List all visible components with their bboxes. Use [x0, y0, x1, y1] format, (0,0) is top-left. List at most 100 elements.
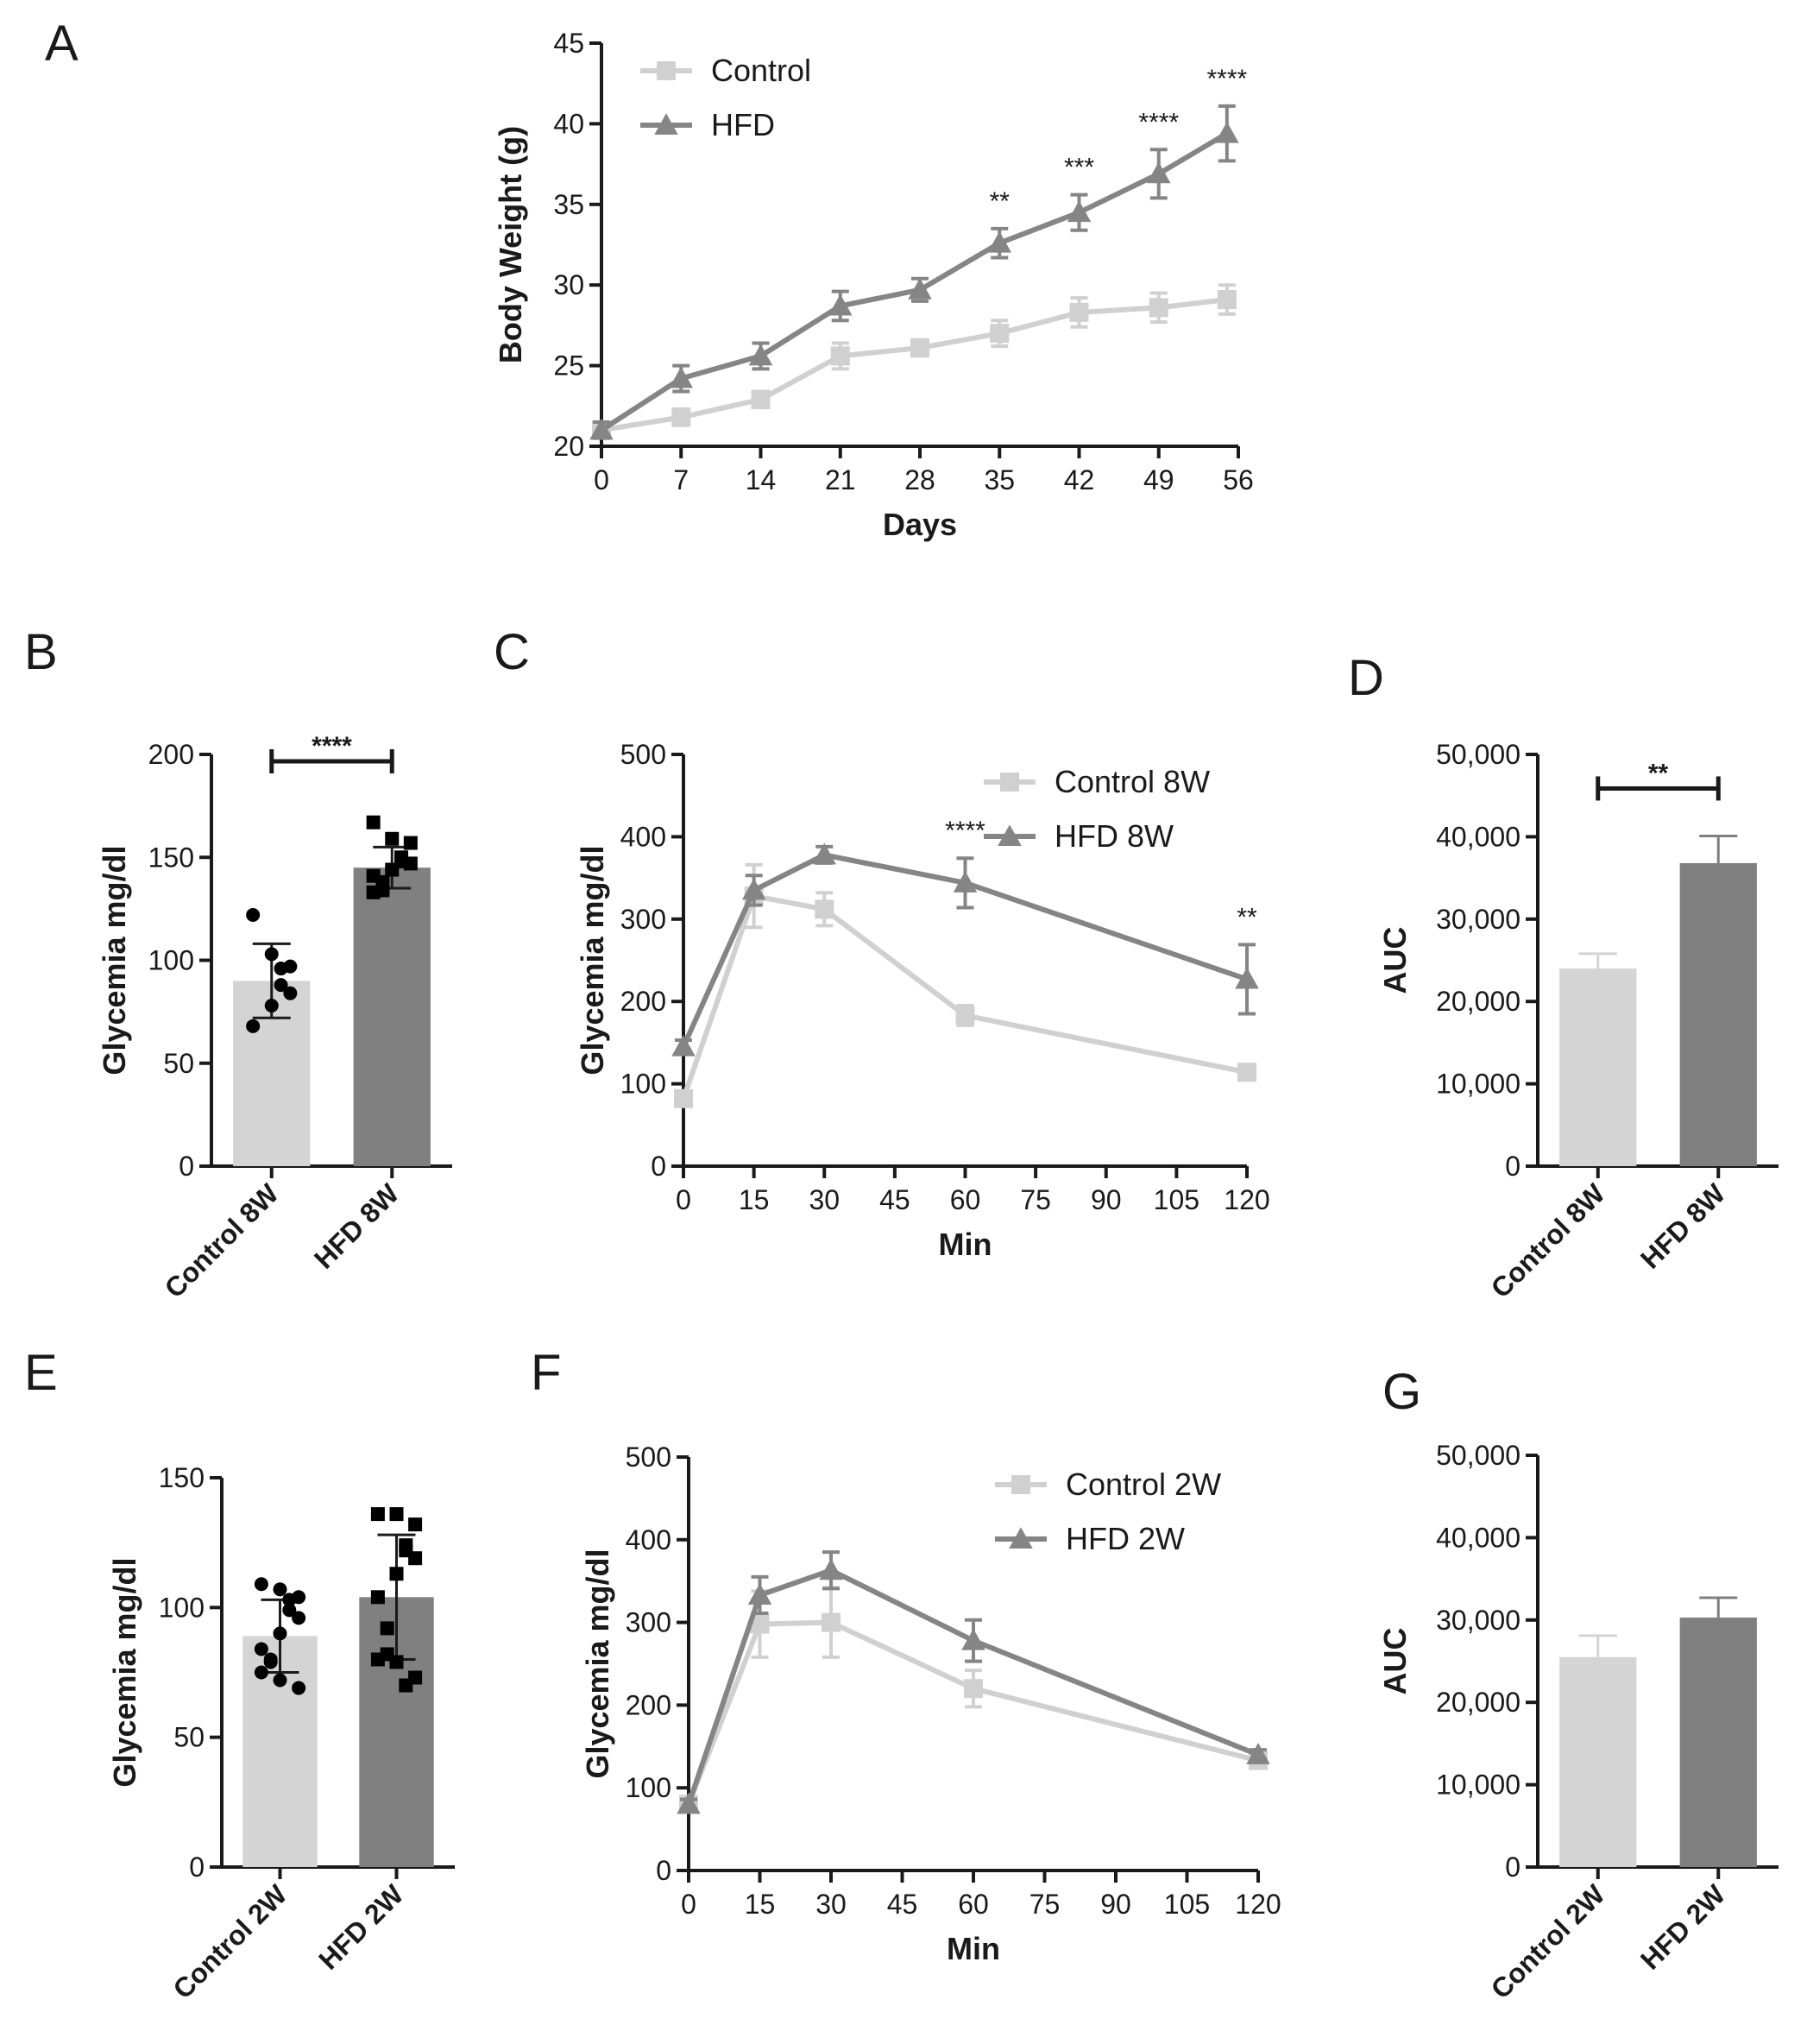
panel-g: G 0 10,000 20,000 30,000 40,000 50,000 AUC Contr… [1377, 1364, 1779, 2005]
dot [389, 1507, 404, 1522]
dot [283, 986, 298, 1000]
category-label: HFD 2W [312, 1878, 410, 1976]
y-axis-label: Glycemia mg/dl [580, 1549, 615, 1778]
y-tick-label: 0 [179, 1151, 194, 1182]
data-point [747, 1583, 772, 1605]
legend-marker [998, 824, 1022, 846]
x-tick-label: 42 [1064, 464, 1095, 495]
y-axis-label: Glycemia mg/dl [575, 845, 610, 1075]
data-point [674, 1088, 693, 1108]
y-tick-label: 45 [553, 28, 584, 59]
panel-letter: C [494, 624, 530, 680]
dot [282, 1603, 297, 1618]
data-point [1147, 161, 1171, 184]
x-tick-label: 56 [1223, 464, 1254, 495]
dot [274, 978, 288, 993]
y-axis-label: AUC [1377, 1628, 1413, 1695]
data-point [589, 418, 614, 440]
data-point [750, 1614, 770, 1634]
significance-label: *** [1064, 154, 1094, 182]
data-point [910, 338, 929, 358]
panel-letter: E [24, 1345, 58, 1401]
significance-bracket: ** [1596, 759, 1721, 801]
x-tick-label: 60 [958, 1889, 989, 1920]
data-point [819, 1558, 843, 1580]
dot [403, 856, 418, 871]
panel-c: C 0 100 200 300 400 500 0 15 30 45 60 75 90 105 120 Min G… [494, 624, 1270, 1262]
x-tick-label: 7 [673, 464, 689, 495]
y-tick-label: 400 [626, 1524, 671, 1555]
y-tick-label: 30,000 [1436, 1605, 1521, 1636]
data-point [1067, 200, 1092, 223]
dot [389, 1567, 404, 1581]
significance-label: **** [945, 817, 985, 845]
data-point [751, 389, 771, 409]
y-tick-label: 50 [163, 1048, 194, 1079]
x-tick-label: 15 [745, 1889, 776, 1920]
category-label: HFD 8W [1634, 1177, 1732, 1275]
series-1 [589, 104, 1239, 440]
y-tick-label: 40,000 [1436, 1522, 1521, 1553]
y-tick-label: 40 [553, 108, 584, 139]
data-point [671, 407, 691, 427]
y-axis-label: Body Weight (g) [493, 126, 528, 363]
legend-marker [654, 113, 678, 135]
data-point [964, 1679, 983, 1699]
dot [246, 908, 261, 923]
panel-d: D 0 10,000 20,000 30,000 40,000 50,000 AUC Contr… [1348, 650, 1779, 1304]
y-tick-label: 50,000 [1436, 739, 1521, 770]
legend-entry: Control [711, 53, 811, 88]
y-axis-label: AUC [1377, 927, 1413, 994]
dot [366, 885, 381, 899]
panel-letter: A [45, 16, 79, 72]
data-point [953, 871, 978, 893]
y-tick-label: 150 [159, 1462, 205, 1493]
dot [403, 836, 418, 850]
y-tick-label: 35 [553, 189, 584, 220]
data-point [1215, 121, 1239, 143]
series-1 [671, 842, 1259, 1057]
dot [389, 1655, 404, 1669]
y-tick-label: 30 [553, 269, 584, 300]
panel-e: E 0 50 100 150 Glycemia mg/dl Control 2W HFD 2W [24, 1345, 455, 2005]
data-point [677, 1792, 701, 1814]
x-tick-label: 0 [594, 464, 609, 495]
data-point [1235, 967, 1259, 989]
x-tick-label: 28 [904, 464, 935, 495]
category-label: Control 8W [1485, 1177, 1612, 1304]
y-tick-label: 10,000 [1436, 1069, 1521, 1100]
legend-entry: Control 8W [1055, 764, 1210, 799]
dot [274, 962, 288, 976]
x-tick-label: 0 [681, 1889, 696, 1920]
legend: Control 2W HFD 2W [995, 1467, 1221, 1556]
bar [1679, 862, 1757, 1166]
legend-marker [1011, 1475, 1030, 1494]
bar [353, 867, 431, 1166]
dot [385, 831, 400, 846]
panel-letter: G [1382, 1364, 1421, 1420]
y-tick-label: 30,000 [1436, 904, 1521, 935]
legend-marker [1009, 1527, 1033, 1549]
y-tick-label: 100 [148, 945, 194, 976]
dot [264, 998, 279, 1013]
y-tick-label: 100 [620, 1069, 666, 1100]
data-point [990, 324, 1010, 344]
x-tick-label: 120 [1224, 1184, 1269, 1215]
x-tick-label: 15 [739, 1184, 770, 1215]
y-tick-label: 500 [626, 1442, 671, 1473]
dot [254, 1665, 268, 1680]
significance-label: **** [1138, 108, 1179, 136]
dot [292, 1611, 306, 1625]
dot [292, 1681, 306, 1695]
x-tick-label: 75 [1029, 1889, 1061, 1920]
significance-bracket: **** [269, 732, 394, 773]
data-point [1237, 1063, 1256, 1082]
y-tick-label: 25 [553, 350, 584, 382]
y-tick-label: 20 [553, 431, 584, 462]
y-tick-label: 0 [651, 1151, 666, 1182]
data-point [815, 899, 834, 919]
dot [264, 947, 279, 962]
data-point [1217, 290, 1237, 310]
y-tick-label: 0 [1505, 1852, 1521, 1883]
